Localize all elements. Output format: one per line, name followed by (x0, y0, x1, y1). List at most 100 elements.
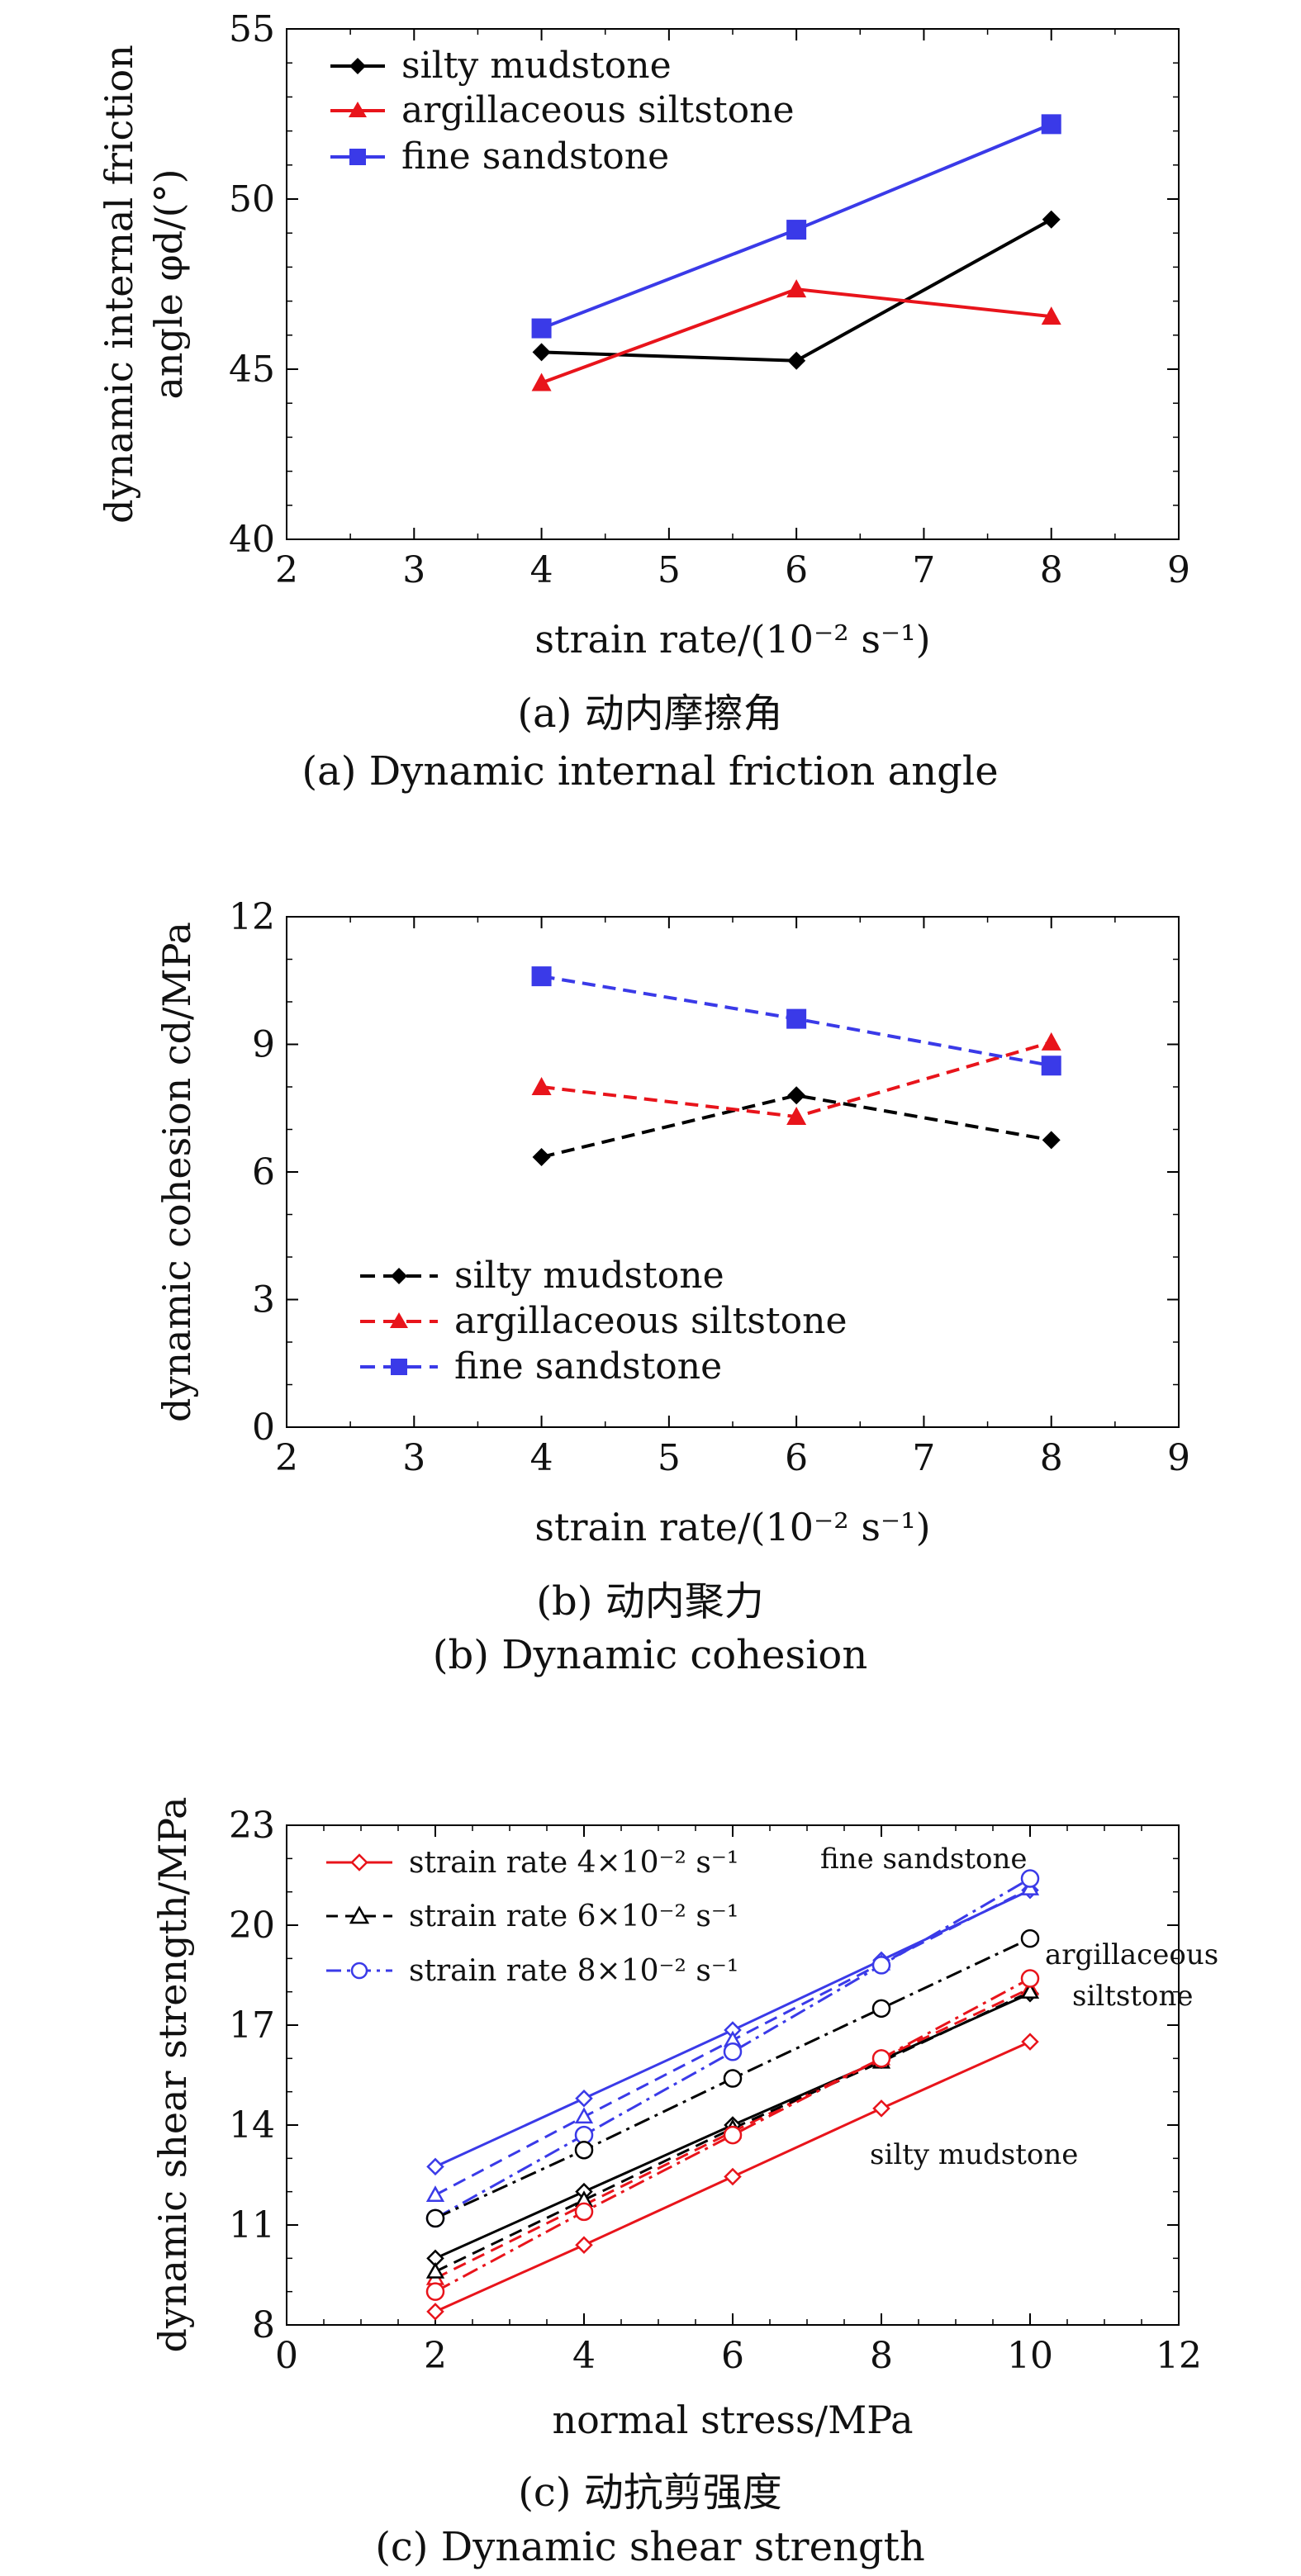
pc-series-7-point-2 (723, 2042, 743, 2061)
panel-c-legend-label-6: strain rate 6×10⁻² s⁻¹ (409, 1900, 738, 1933)
panel-c-caption-cn: (c) 动抗剪强度 (518, 2469, 782, 2516)
panel-a-legend: silty mudstone argillaceous siltstone fi… (330, 45, 795, 178)
pa-series-0-point-0 (532, 343, 551, 362)
pa-x-tick-label: 3 (402, 549, 425, 591)
pc-series-0-point-3 (872, 2099, 890, 2118)
pc-series-4-point-0 (425, 2282, 445, 2301)
pb-series-2-point-2 (1041, 1056, 1061, 1076)
pc-x-tick-label: 8 (870, 2335, 893, 2377)
panel-b-legend-marker-argillaceous-siltstone (390, 1312, 408, 1328)
pa-x-tick-label: 4 (530, 549, 553, 591)
pc-x-tick-label: 6 (721, 2335, 744, 2377)
pa-y-tick-label: 55 (229, 8, 275, 50)
pc-series-3-point-0 (425, 2261, 445, 2279)
pc-series-0-point-4 (1021, 2033, 1039, 2051)
pa-y-tick-label: 45 (229, 349, 275, 391)
pc-series-0-point-2 (724, 2167, 742, 2186)
pb-x-tick-label: 5 (658, 1437, 681, 1479)
pa-series-1-point-0 (531, 372, 552, 391)
pc-x-tick-label: 0 (275, 2335, 298, 2377)
panel-c-legend-marker-4 (350, 1853, 368, 1872)
pb-series-0-point-0 (532, 1147, 551, 1166)
panel-b: 2 3 4 5 6 7 8 9 0 3 6 9 12 strain rate/(10⁻² s⁻¹) d… (154, 896, 1190, 1678)
panel-a-legend-marker-silty-mudstone (349, 58, 366, 74)
pc-x-tick-label: 12 (1156, 2335, 1202, 2377)
panel-c-annotation-argillaceous: argillaceous (1045, 1938, 1218, 1971)
pc-series-line-7 (434, 1877, 1031, 2220)
pc-series-5-point-0 (426, 2157, 444, 2176)
panel-b-legend-marker-silty-mudstone (391, 1268, 407, 1284)
pb-y-tick-label: 3 (252, 1279, 275, 1321)
panel-a-legend-marker-argillaceous-siltstone (349, 102, 367, 117)
panel-a-y-axis-label-line2: angle φd/(°) (146, 168, 191, 399)
pa-series-1-point-2 (1041, 306, 1061, 325)
pc-series-6-point-0 (425, 2185, 445, 2202)
pc-series-7-point-3 (871, 1956, 891, 1975)
pb-x-tick-label: 9 (1167, 1437, 1190, 1479)
panel-b-plot-frame (286, 916, 1180, 1428)
pa-x-tick-label: 9 (1167, 549, 1190, 591)
panel-b-legend-label-silty-mudstone: silty mudstone (454, 1255, 724, 1297)
pa-x-tick-label: 5 (658, 549, 681, 591)
pc-series-8-point-2 (723, 2069, 743, 2088)
pc-series-8-point-1 (574, 2141, 594, 2160)
pc-series-line-3 (434, 1990, 1031, 2273)
pb-series-2-point-0 (531, 966, 552, 987)
pc-x-tick-label: 10 (1007, 2335, 1053, 2377)
panel-c-annotation-fine-sandstone: fine sandstone (820, 1843, 1027, 1876)
panel-a-legend-label-argillaceous-siltstone: argillaceous siltstone (401, 89, 795, 131)
pb-series-0-point-1 (787, 1086, 806, 1105)
pc-series-4-point-1 (574, 2202, 594, 2222)
pc-series-5-point-1 (575, 2089, 593, 2108)
panel-a-legend-marker-fine-sandstone (349, 149, 366, 165)
pa-series-0-point-2 (1042, 210, 1061, 229)
panel-a-caption-en: (a) Dynamic internal friction angle (302, 748, 998, 795)
pc-series-6-point-1 (574, 2107, 594, 2124)
pc-y-tick-label: 8 (252, 2304, 275, 2346)
pc-series-0-point-0 (426, 2303, 444, 2321)
pb-y-tick-label: 12 (229, 896, 275, 938)
panel-a-legend-label-fine-sandstone: fine sandstone (401, 135, 669, 178)
panel-b-legend-marker-fine-sandstone (391, 1359, 407, 1375)
pb-series-line-0 (541, 1093, 1052, 1159)
pb-x-tick-label: 2 (275, 1437, 298, 1479)
pc-series-4-point-3 (871, 2049, 891, 2068)
panel-b-caption-en: (b) Dynamic cohesion (433, 1632, 867, 1678)
pa-series-0-point-1 (787, 351, 806, 370)
pc-y-tick-label: 14 (229, 2104, 275, 2147)
pb-series-1-point-1 (786, 1107, 807, 1126)
pa-y-tick-label: 40 (229, 519, 275, 561)
pb-y-tick-label: 0 (252, 1407, 275, 1449)
pc-series-0-point-1 (575, 2236, 593, 2254)
pb-series-1-point-2 (1041, 1032, 1061, 1051)
panel-b-legend-label-argillaceous-siltstone: argillaceous siltstone (454, 1300, 848, 1342)
pc-y-tick-label: 23 (229, 1805, 275, 1847)
pa-series-2-point-0 (531, 318, 552, 339)
panel-b-legend-label-fine-sandstone: fine sandstone (454, 1345, 722, 1388)
pc-series-3-point-4 (1020, 1982, 1040, 1999)
pb-series-line-1 (541, 1041, 1052, 1119)
pc-series-8-point-3 (871, 1999, 891, 2019)
pc-series-8-point-4 (1020, 1928, 1040, 1948)
panel-c-caption-en: (c) Dynamic shear strength (375, 2524, 925, 2570)
pb-x-tick-label: 6 (785, 1437, 808, 1479)
pa-y-tick-label: 50 (229, 178, 275, 221)
panel-c-legend-label-8: strain rate 8×10⁻² s⁻¹ (409, 1954, 738, 1988)
pc-series-4-point-4 (1020, 1969, 1040, 1988)
pc-x-tick-label: 4 (572, 2335, 596, 2377)
panel-a-y-axis-label-line1: dynamic internal friction (97, 45, 141, 524)
pb-series-1-point-0 (531, 1077, 552, 1095)
pc-series-7-point-4 (1020, 1869, 1040, 1888)
panel-a-legend-label-silty-mudstone: silty mudstone (401, 45, 672, 87)
panel-b-y-axis-label: dynamic cohesion cd/MPa (154, 922, 199, 1422)
pb-x-tick-label: 7 (912, 1437, 935, 1479)
pb-x-tick-label: 4 (530, 1437, 553, 1479)
panel-c-legend: strain rate 4×10⁻² s⁻¹ strain rate 6×10⁻… (326, 1846, 738, 1988)
panel-c-legend-label-4: strain rate 4×10⁻² s⁻¹ (409, 1846, 738, 1880)
pb-y-tick-label: 6 (252, 1151, 275, 1193)
pa-series-2-point-2 (1041, 114, 1061, 135)
panel-c-legend-marker-6 (349, 1905, 370, 1924)
